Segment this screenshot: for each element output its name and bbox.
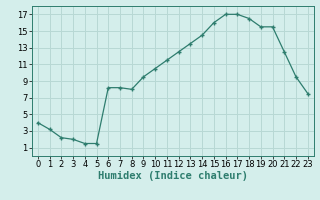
X-axis label: Humidex (Indice chaleur): Humidex (Indice chaleur): [98, 171, 248, 181]
